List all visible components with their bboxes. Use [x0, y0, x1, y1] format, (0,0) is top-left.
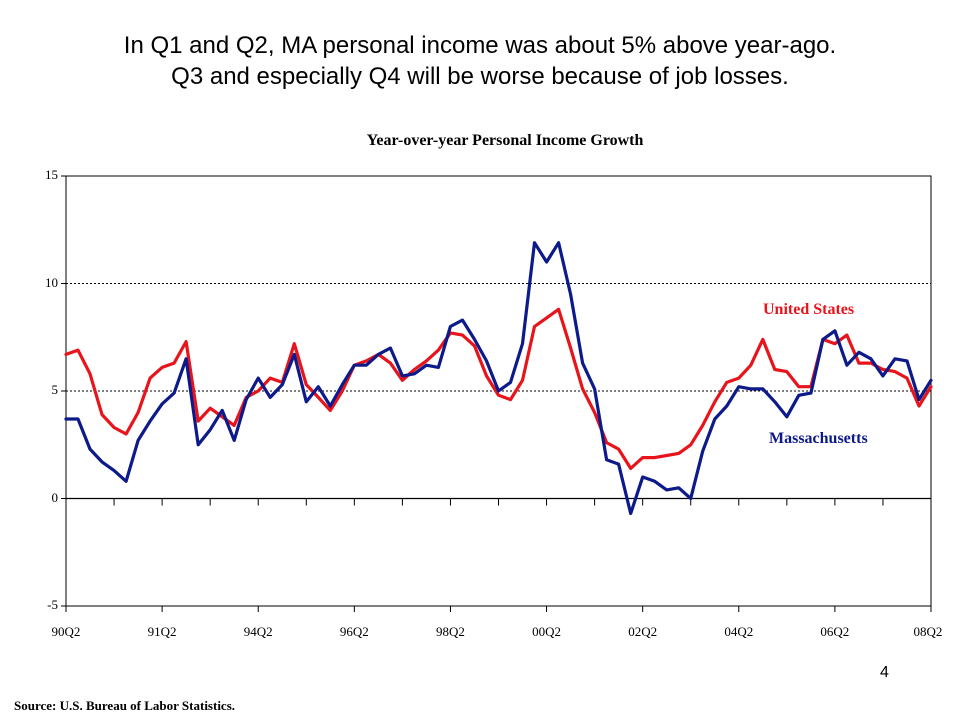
y-tick-label: -5	[47, 597, 58, 612]
chart-title: Year-over-year Personal Income Growth	[366, 132, 644, 149]
y-tick-label: 15	[45, 167, 58, 182]
x-tick-label: 06Q2	[820, 624, 850, 639]
x-tick-label: 91Q2	[147, 624, 177, 639]
series-label-united-states: United States	[763, 301, 855, 318]
source-note: Source: U.S. Bureau of Labor Statistics.	[14, 698, 236, 713]
y-tick-label: 5	[51, 382, 59, 397]
x-tick-label: 02Q2	[628, 624, 658, 639]
x-tick-label: 04Q2	[724, 624, 754, 639]
series-label-massachusetts: Massachusetts	[769, 430, 868, 447]
x-tick-label: 96Q2	[339, 624, 369, 639]
headline-line-2: Q3 and especially Q4 will be worse becau…	[171, 63, 789, 90]
x-tick-label: 94Q2	[243, 624, 273, 639]
y-tick-label: 0	[51, 489, 59, 505]
y-tick-label: 10	[45, 274, 58, 290]
page-number: 4	[880, 664, 889, 681]
x-tick-label: 98Q2	[435, 624, 465, 639]
series-line-massachusetts	[64, 241, 933, 516]
x-tick-label: 00Q2	[532, 624, 561, 639]
headline: In Q1 and Q2, MA personal income was abo…	[0, 30, 960, 92]
x-tick-label: 08Q2	[913, 624, 943, 639]
x-tick-label: 90Q2	[51, 624, 81, 639]
series-line-united-states	[64, 307, 933, 470]
headline-line-1: In Q1 and Q2, MA personal income was abo…	[123, 32, 837, 59]
